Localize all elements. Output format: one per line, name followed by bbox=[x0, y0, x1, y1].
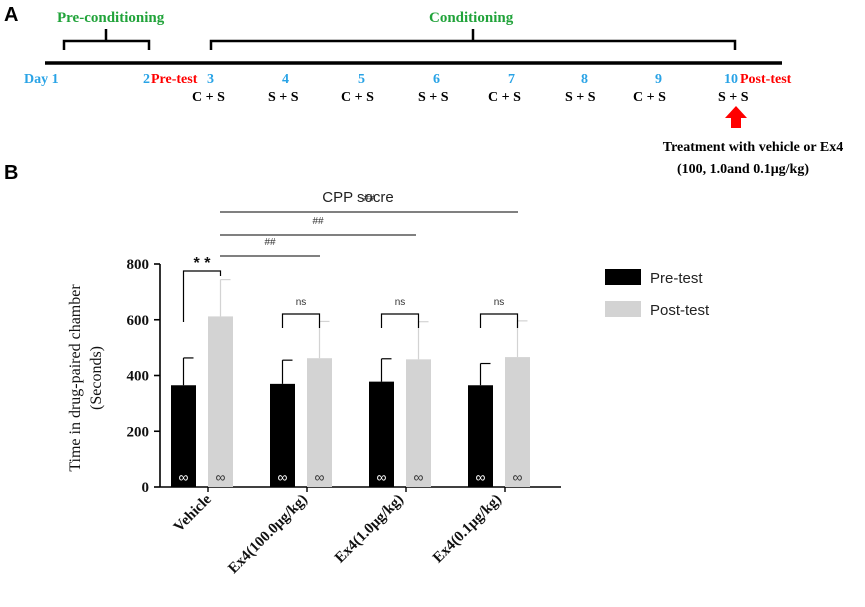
error-bars bbox=[182, 279, 528, 386]
y-axis-title-line1: Time in drug-paired chamber bbox=[67, 284, 84, 472]
y-tick-label: 800 bbox=[127, 257, 150, 273]
legend-label-post-test: Post-test bbox=[650, 302, 710, 319]
pairing-label: C + S bbox=[633, 90, 666, 105]
between-group-significance-label: ## bbox=[363, 193, 375, 204]
n-marker: ∞ bbox=[513, 469, 523, 485]
panel-b-label: B bbox=[4, 162, 18, 184]
day-label: 5 bbox=[358, 72, 365, 87]
n-marker: ∞ bbox=[315, 469, 325, 485]
within-group-bracket bbox=[380, 313, 420, 328]
day-label-1: Day 1 bbox=[24, 72, 59, 87]
day-label: 7 bbox=[508, 72, 515, 87]
x-category-label: Vehicle bbox=[171, 491, 215, 535]
within-group-significance-label: * * bbox=[194, 255, 212, 272]
n-marker: ∞ bbox=[377, 469, 387, 485]
y-axis-title-line2: (Seconds) bbox=[88, 346, 105, 410]
treatment-note-line2: (100, 1.0and 0.1μg/kg) bbox=[677, 162, 809, 177]
x-category-label: Ex4(100.0μg/kg) bbox=[225, 492, 310, 577]
between-group-significance-label: ## bbox=[264, 237, 276, 248]
within-group-bracket bbox=[479, 313, 519, 328]
pairing-label: S + S bbox=[565, 90, 596, 105]
bar-post-test bbox=[505, 357, 530, 487]
within-group-significance-label: ns bbox=[494, 297, 505, 308]
bar-pre-test bbox=[468, 385, 493, 487]
pairing-label: C + S bbox=[341, 90, 374, 105]
n-marker: ∞ bbox=[414, 469, 424, 485]
post-test-label: Post-test bbox=[740, 72, 792, 87]
n-marker: ∞ bbox=[278, 469, 288, 485]
treatment-arrow-icon bbox=[725, 106, 747, 128]
legend-swatch-pre-test bbox=[605, 269, 641, 285]
day-label: 3 bbox=[207, 72, 214, 87]
legend: Pre-test Post-test bbox=[605, 269, 710, 319]
within-group-bracket bbox=[182, 270, 222, 322]
day-label: 2 bbox=[143, 72, 150, 87]
bar-post-test bbox=[307, 358, 332, 487]
chart-title: CPP socre bbox=[322, 189, 393, 206]
between-group-significance-label: ## bbox=[312, 216, 324, 227]
day-label: 4 bbox=[282, 72, 289, 87]
y-tick-label: 200 bbox=[127, 424, 150, 440]
pairing-label: C + S bbox=[488, 90, 521, 105]
bar-post-test bbox=[406, 359, 431, 487]
significance-annotations: * * ns ns ns ## ## ## bbox=[182, 193, 519, 328]
n-marker: ∞ bbox=[179, 469, 189, 485]
conditioning-label: Conditioning bbox=[429, 10, 514, 26]
n-markers: ∞ ∞ ∞ ∞ ∞ ∞ ∞ ∞ bbox=[179, 469, 523, 485]
y-axis-title: Time in drug-paired chamber (Seconds) bbox=[67, 284, 105, 472]
treatment-note-line1: Treatment with vehicle or Ex4 bbox=[663, 140, 843, 155]
pairing-label: S + S bbox=[718, 90, 749, 105]
pairing-label: C + S bbox=[192, 90, 225, 105]
pre-test-label: Pre-test bbox=[151, 72, 198, 87]
bar-pre-test bbox=[171, 385, 196, 487]
within-group-significance-label: ns bbox=[395, 297, 406, 308]
n-marker: ∞ bbox=[216, 469, 226, 485]
legend-swatch-post-test bbox=[605, 301, 641, 317]
within-group-significance-label: ns bbox=[296, 297, 307, 308]
pairing-label: S + S bbox=[418, 90, 449, 105]
bars bbox=[171, 316, 530, 487]
y-ticks: 0 200 400 600 800 bbox=[127, 257, 160, 496]
day-label: 8 bbox=[581, 72, 588, 87]
y-tick-label: 600 bbox=[127, 313, 150, 329]
bar-pre-test bbox=[369, 381, 394, 487]
day-label: 9 bbox=[655, 72, 662, 87]
x-category-label: Ex4(1.0μg/kg) bbox=[332, 492, 407, 567]
timeline: Pre-conditioning Conditioning Day 1 2 Pr… bbox=[24, 10, 843, 177]
n-marker: ∞ bbox=[476, 469, 486, 485]
within-group-bracket bbox=[281, 313, 321, 328]
day-label: 10 bbox=[724, 72, 738, 87]
conditioning-bracket bbox=[209, 39, 737, 50]
y-tick-label: 400 bbox=[127, 369, 150, 385]
x-category-label: Ex4(0.1μg/kg) bbox=[430, 492, 505, 567]
legend-label-pre-test: Pre-test bbox=[650, 270, 703, 287]
y-tick-label: 0 bbox=[142, 480, 150, 496]
day-label: 6 bbox=[433, 72, 440, 87]
pairing-label: S + S bbox=[268, 90, 299, 105]
panel-a-label: A bbox=[4, 4, 18, 26]
bar-post-test bbox=[208, 316, 233, 487]
x-category-labels: Vehicle Ex4(100.0μg/kg) Ex4(1.0μg/kg) Ex4(0… bbox=[171, 487, 506, 577]
pre-conditioning-bracket bbox=[62, 39, 151, 50]
pre-conditioning-label: Pre-conditioning bbox=[57, 10, 165, 26]
bar-pre-test bbox=[270, 383, 295, 487]
